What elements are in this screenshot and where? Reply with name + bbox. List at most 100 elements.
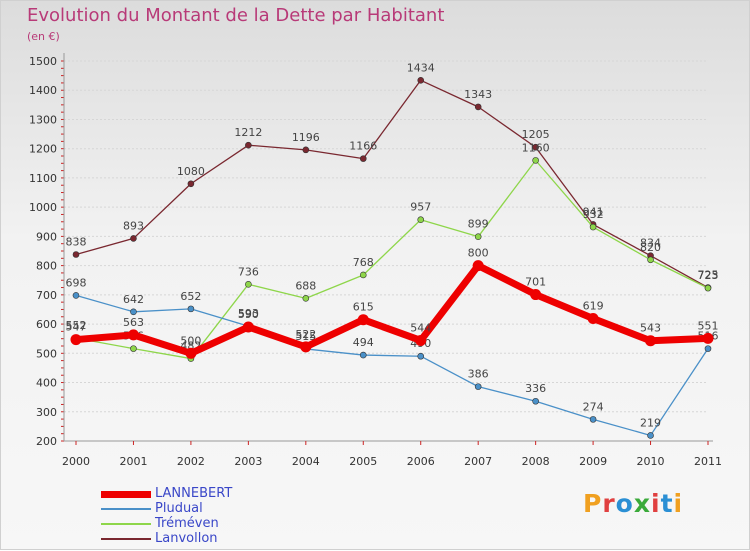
legend-label: LANNEBERT	[155, 486, 233, 501]
series-line-pludual	[75, 294, 709, 437]
data-label-pludual: 274	[583, 400, 604, 413]
data-point-tremeven	[474, 233, 482, 240]
data-point-lannebert	[645, 335, 657, 347]
y-tick-label: 1300	[29, 113, 57, 126]
data-point-pludual	[72, 292, 80, 299]
data-point-tremeven	[704, 284, 712, 292]
y-tick-label: 1200	[29, 143, 57, 156]
data-label-lannebert: 547	[66, 321, 87, 334]
legend-swatch	[101, 491, 151, 498]
y-tick-label: 800	[36, 260, 57, 273]
data-point-lanvollon	[474, 103, 482, 111]
data-point-pludual	[647, 432, 654, 439]
data-label-lanvollon: 1343	[464, 88, 492, 101]
legend-label: Lanvollon	[155, 531, 218, 546]
y-tick-label: 900	[36, 230, 57, 243]
data-point-lanvollon	[72, 251, 80, 258]
data-label-pludual: 652	[180, 290, 201, 303]
legend-label: Tréméven	[155, 516, 219, 531]
data-label-lannebert: 590	[238, 308, 259, 321]
data-point-lanvollon	[187, 180, 195, 188]
data-label-tremeven: 688	[295, 279, 316, 292]
x-tick-label: 2003	[234, 455, 262, 468]
data-label-lanvollon: 725	[698, 269, 719, 282]
legend-swatch	[101, 523, 151, 525]
proxiti-logo: Proxiti	[583, 489, 683, 518]
data-label-pludual: 698	[66, 276, 87, 289]
logo-letter: r	[602, 489, 616, 518]
data-point-lanvollon	[130, 235, 137, 242]
data-point-lannebert	[242, 321, 254, 333]
series-line-lannebert	[72, 262, 712, 357]
data-point-lanvollon	[359, 155, 367, 162]
data-point-lannebert	[357, 314, 369, 326]
data-point-pludual	[474, 383, 482, 390]
data-point-tremeven	[589, 223, 597, 231]
data-label-lanvollon: 1205	[522, 128, 550, 141]
data-label-tremeven: 820	[640, 241, 661, 254]
logo-letter: P	[583, 489, 603, 518]
y-tick-label: 400	[36, 377, 57, 390]
data-label-lannebert: 500	[180, 334, 201, 347]
y-tick-label: 300	[36, 406, 57, 419]
data-label-tremeven: 736	[238, 265, 259, 278]
y-tick-label: 700	[36, 289, 57, 302]
data-point-tremeven	[130, 345, 137, 352]
legend-swatch	[101, 508, 151, 510]
x-tick-label: 2008	[522, 455, 550, 468]
data-label-lanvollon: 1166	[349, 140, 377, 153]
data-point-lannebert	[587, 313, 599, 325]
data-point-pludual	[532, 397, 539, 405]
data-point-pludual	[704, 345, 712, 352]
data-point-lanvollon	[245, 141, 252, 149]
data-point-tremeven	[359, 271, 367, 279]
x-tick-label: 2000	[62, 455, 90, 468]
data-label-tremeven: 932	[583, 208, 604, 221]
data-point-pludual	[130, 308, 137, 316]
data-label-tremeven: 768	[353, 256, 374, 269]
data-point-lannebert	[300, 341, 312, 353]
x-tick-label: 2002	[177, 455, 205, 468]
x-tick-label: 2009	[579, 455, 607, 468]
data-label-tremeven: 899	[468, 218, 489, 231]
data-label-lannebert: 615	[353, 301, 374, 314]
legend-label: Pludual	[155, 501, 203, 516]
data-point-lannebert	[530, 289, 542, 301]
chart-unit: (en €)	[27, 30, 60, 43]
data-label-lannebert: 563	[123, 316, 144, 329]
logo-letter: x	[633, 489, 651, 518]
data-point-pludual	[187, 305, 195, 313]
data-label-lannebert: 543	[640, 322, 661, 335]
data-label-lanvollon: 1434	[407, 61, 435, 74]
data-point-tremeven	[417, 216, 425, 224]
data-label-pludual: 593	[238, 307, 259, 320]
y-tick-label: 200	[36, 435, 57, 448]
data-point-lannebert	[415, 334, 427, 346]
data-label-pludual: 515	[295, 330, 316, 343]
y-tick-label: 600	[36, 318, 57, 331]
data-label-lannebert: 522	[295, 328, 316, 341]
data-label-pludual: 386	[468, 368, 489, 381]
y-tick-label: 1100	[29, 172, 57, 185]
data-label-lanvollon: 893	[123, 219, 144, 232]
data-point-pludual	[589, 416, 597, 423]
x-tick-label: 2007	[464, 455, 492, 468]
data-label-pludual: 494	[353, 336, 374, 349]
x-tick-label: 2001	[119, 455, 147, 468]
data-label-pludual: 642	[123, 293, 144, 306]
data-label-lanvollon: 834	[640, 237, 661, 250]
x-tick-label: 2005	[349, 455, 377, 468]
logo-letter: o	[615, 489, 634, 518]
data-label-lannebert: 544	[410, 321, 431, 334]
data-point-lanvollon	[302, 146, 310, 154]
data-label-lanvollon: 941	[583, 205, 604, 218]
data-label-tremeven: 1160	[522, 141, 550, 154]
data-point-tremeven	[245, 281, 252, 288]
x-tick-label: 2006	[407, 455, 435, 468]
data-point-pludual	[417, 352, 425, 360]
data-point-lannebert	[472, 260, 484, 272]
data-point-tremeven	[532, 157, 539, 164]
legend-swatch	[101, 538, 151, 540]
